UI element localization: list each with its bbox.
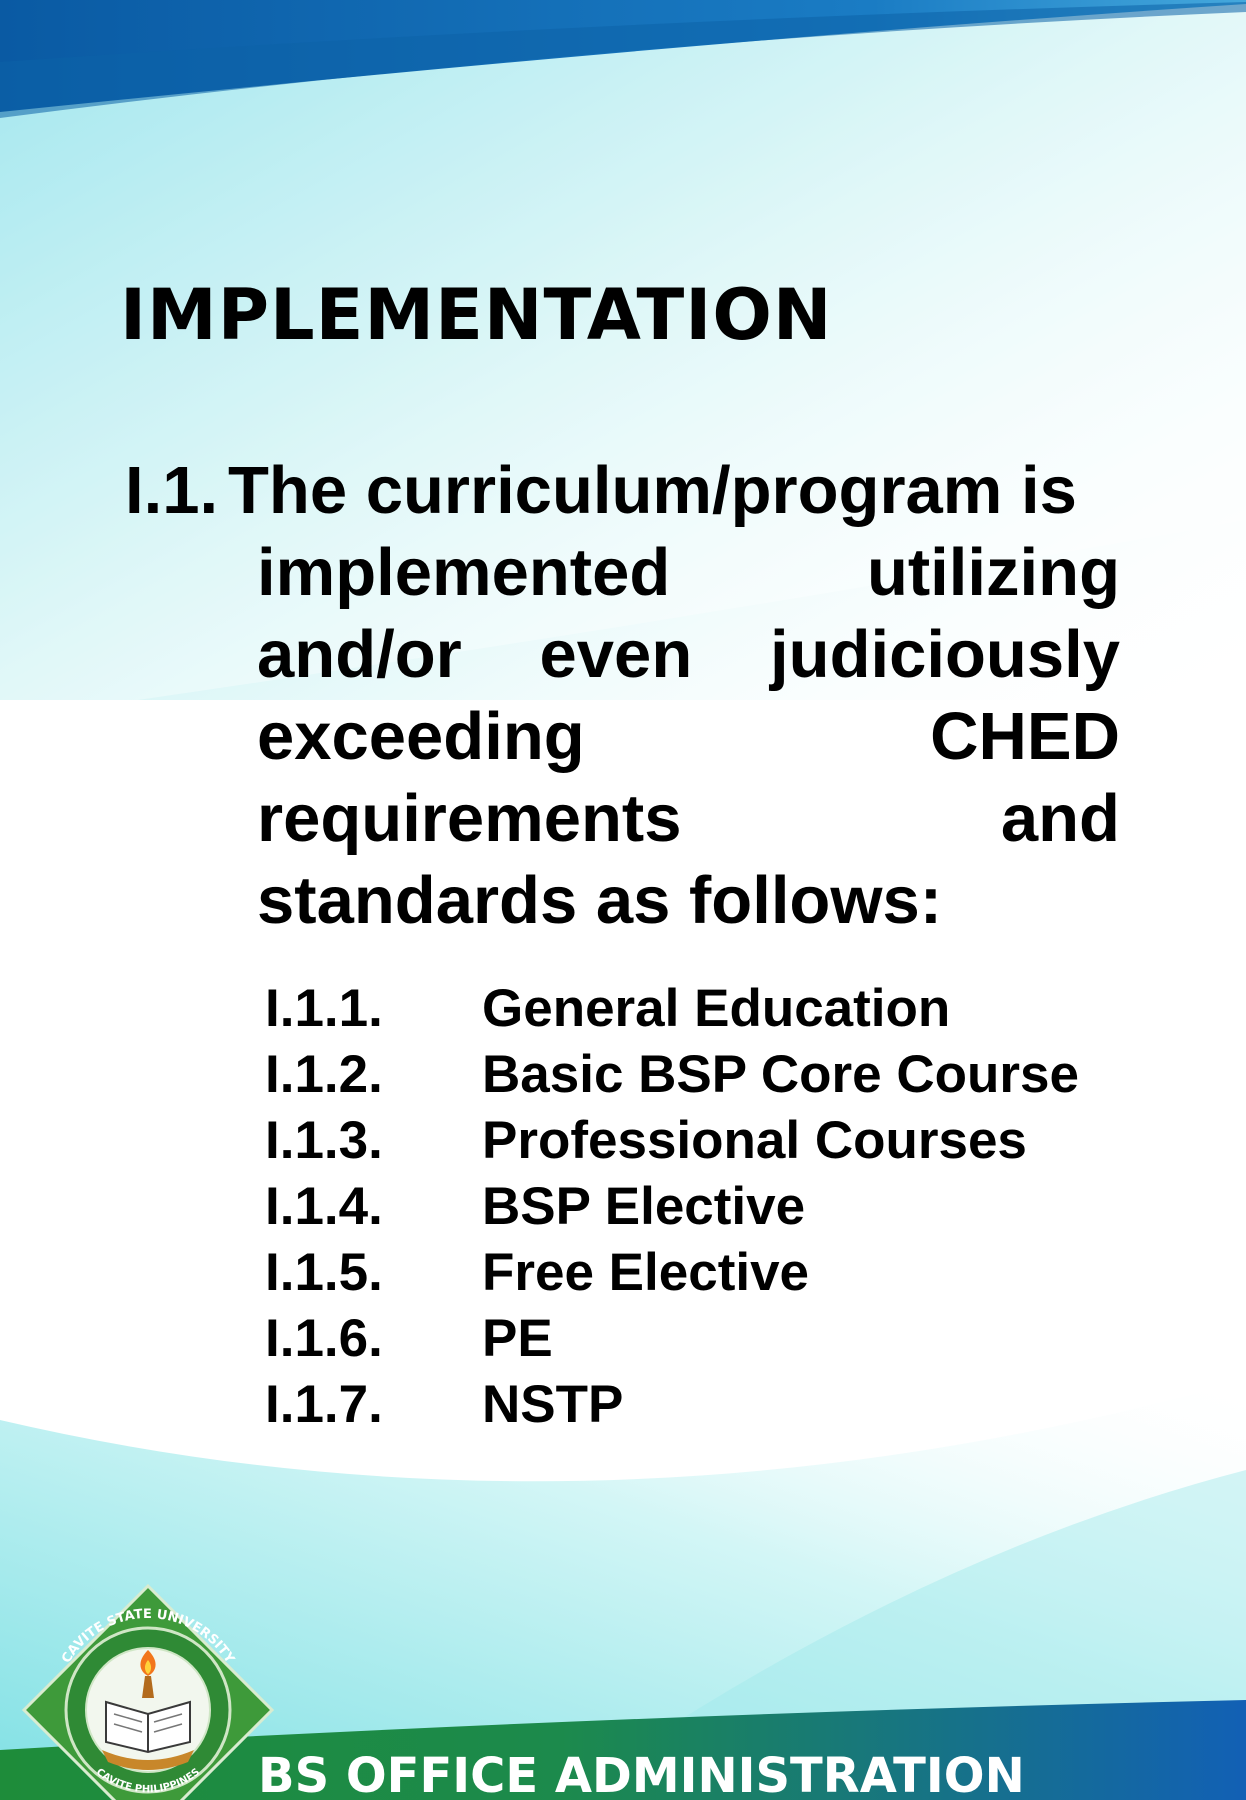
list-item: I.1.6. PE [265, 1306, 1079, 1372]
sub-item-number: I.1.7. [265, 1375, 383, 1434]
main-item-text: The curriculum/program is implemented ut… [228, 450, 1120, 942]
slide-title: IMPLEMENTATION [120, 274, 833, 356]
sub-item-number: I.1.5. [265, 1243, 383, 1302]
sub-item-number: I.1.2. [265, 1045, 383, 1104]
main-item-first-line: The curriculum/program is [228, 453, 1077, 528]
list-item: I.1.2. Basic BSP Core Course [265, 1042, 1079, 1108]
sub-item-label: Basic BSP Core Course [482, 1045, 1079, 1104]
list-item: I.1.1. General Education [265, 976, 1079, 1042]
sub-item-number: I.1.3. [265, 1111, 383, 1170]
main-item-rest: implemented utilizing and/or even judici… [257, 535, 1120, 938]
list-item: I.1.4. BSP Elective [265, 1174, 1079, 1240]
sub-item-label: General Education [482, 979, 951, 1038]
sub-item-label: Free Elective [482, 1243, 810, 1302]
footer-program-name: BS OFFICE ADMINISTRATION [258, 1748, 1025, 1800]
list-item: I.1.3. Professional Courses [265, 1108, 1079, 1174]
sub-item-label: BSP Elective [482, 1177, 806, 1236]
main-item-number: I.1. [125, 453, 219, 528]
sub-item-label: NSTP [482, 1375, 624, 1434]
sub-item-number: I.1.1. [265, 979, 383, 1038]
main-item: I.1. The curriculum/program is implement… [125, 450, 1120, 942]
sub-item-label: Professional Courses [482, 1111, 1027, 1170]
sub-item-number: I.1.6. [265, 1309, 383, 1368]
sub-item-label: PE [482, 1309, 553, 1368]
list-item: I.1.7. NSTP [265, 1372, 1079, 1438]
seal-icon: CAVITE STATE UNIVERSITY CAVITE PHILIPPIN… [21, 1583, 275, 1800]
sub-item-list: I.1.1. General Education I.1.2. Basic BSP … [265, 976, 1079, 1438]
sub-item-number: I.1.4. [265, 1177, 383, 1236]
list-item: I.1.5. Free Elective [265, 1240, 1079, 1306]
